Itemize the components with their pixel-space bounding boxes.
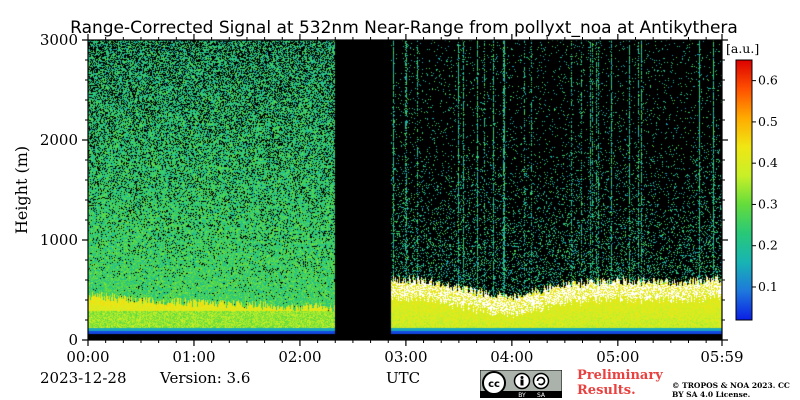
plot-area <box>88 40 722 340</box>
y-tick-label: 3000 <box>40 31 78 49</box>
x-tick-label: 00:00 <box>66 348 109 366</box>
plot-frame <box>87 39 723 341</box>
x-tick-label: 04:00 <box>490 348 533 366</box>
axes: 00:00 01:00 02:00 03:00 04:00 05:00 05:59 0 1000… <box>40 31 744 366</box>
chart-title: Range-Corrected Signal at 532nm Near-Ran… <box>70 18 738 38</box>
by-text: BY <box>518 392 526 398</box>
colorbar-tick-label: 0.2 <box>758 238 778 253</box>
x-tick-label: 05:00 <box>596 348 639 366</box>
y-axis-label: Height (m) <box>12 146 31 234</box>
sa-text: SA <box>537 392 546 398</box>
colorbar-unit-label: [a.u.] <box>726 41 759 56</box>
colorbar-tick-label: 0.5 <box>758 114 778 129</box>
colorbar-tick-label: 0.3 <box>758 196 778 211</box>
heatmap-raster <box>88 40 722 340</box>
x-axis-label: UTC <box>386 369 421 387</box>
colorbar-tick-label: 0.6 <box>758 73 778 88</box>
colorbar-tick-label: 0.4 <box>758 155 778 170</box>
y-tick-label: 1000 <box>40 231 78 249</box>
colorbar-tick-label: 0.1 <box>758 279 778 294</box>
x-tick-label: 03:00 <box>384 348 427 366</box>
share-alike-icon <box>532 372 550 390</box>
copyright-notice: © TROPOS & NOA 2023. CC BY SA 4.0 Licens… <box>672 381 790 399</box>
cc-license-badge: cc BY SA <box>480 370 562 398</box>
x-tick-label: 01:00 <box>172 348 215 366</box>
y-tick-label: 0 <box>68 331 78 349</box>
colorbar-gradient <box>735 59 753 321</box>
date-label: 2023-12-28 <box>40 369 127 387</box>
cc-icon-text: cc <box>488 379 500 390</box>
x-tick-label: 05:59 <box>700 348 743 366</box>
version-label: Version: 3.6 <box>160 369 251 387</box>
colorbar: 0.1 0.2 0.3 0.4 0.5 0.6 <box>735 59 778 321</box>
preliminary-results-label: Preliminary Results. <box>577 368 663 398</box>
x-tick-label: 02:00 <box>278 348 321 366</box>
cc-icon <box>482 371 506 395</box>
y-tick-label: 2000 <box>40 131 78 149</box>
